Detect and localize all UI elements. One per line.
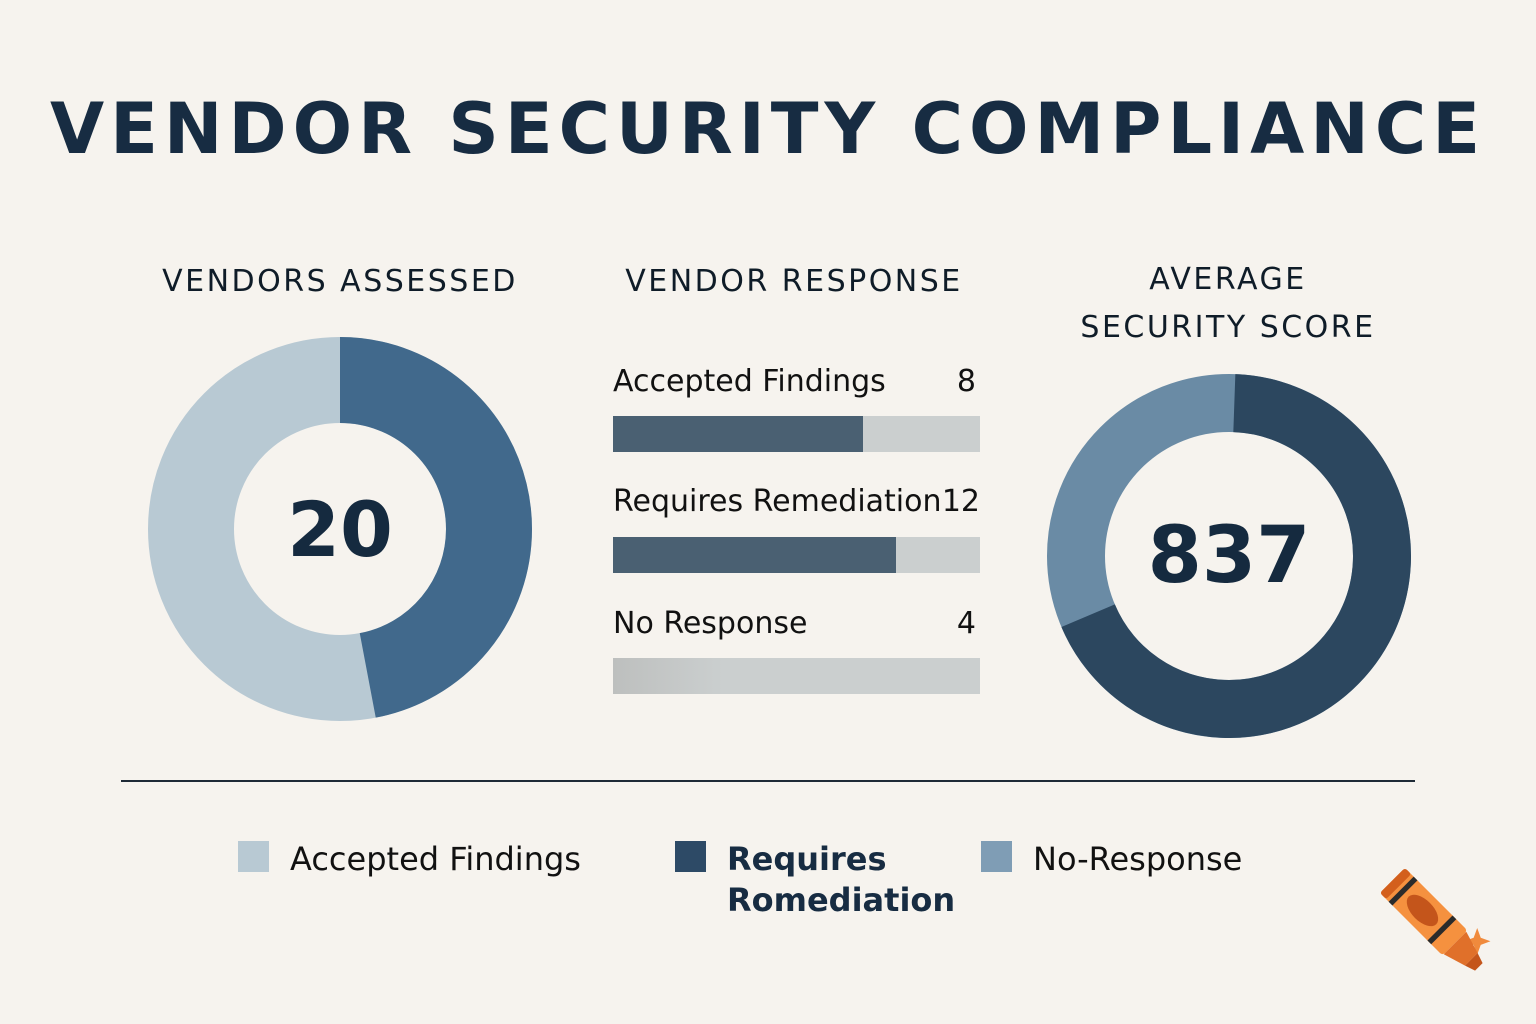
legend-label: Accepted Findings (290, 840, 581, 878)
bar-row-accepted-findings: Accepted Findings 8 (613, 364, 980, 452)
vendor-response-title: VENDOR RESPONSE (625, 264, 963, 299)
vendors-assessed-donut: 20 (147, 334, 533, 724)
average-score-title: AVERAGE SECURITY SCORE (1028, 256, 1428, 352)
bar-fill (613, 416, 863, 452)
bar-fill (613, 658, 980, 694)
divider (121, 780, 1415, 782)
bar-fill (613, 537, 896, 573)
bar-track (613, 416, 980, 452)
legend-item-no-response: No-Response (981, 839, 1242, 880)
legend-swatch (238, 841, 269, 872)
crayon-icon (1378, 866, 1502, 994)
bar-label: Requires Remediation (613, 484, 942, 519)
donut-segment-dark (148, 337, 532, 721)
bar-row-no-response: No Response 4 (613, 606, 980, 694)
bar-value: 12 (941, 484, 980, 519)
vendors-assessed-value: 20 (287, 484, 393, 574)
average-score-donut: 837 (1045, 374, 1413, 738)
legend-label: Requires Romediation (727, 840, 956, 919)
bar-track (613, 537, 980, 573)
bar-label: No Response (613, 606, 808, 641)
legend-swatch (981, 841, 1012, 872)
bar-row-requires-remediation: Requires Remediation 12 (613, 484, 980, 573)
average-score-value: 837 (1147, 511, 1311, 601)
legend-item-accepted-findings: Accepted Findings (238, 839, 581, 880)
vendors-assessed-title: VENDORS ASSESSED (162, 264, 518, 299)
legend-label: No-Response (1033, 840, 1243, 878)
average-score-title-line2: SECURITY SCORE (1080, 310, 1376, 345)
bar-value: 8 (956, 364, 976, 399)
average-score-title-line1: AVERAGE (1149, 262, 1307, 297)
legend-swatch (675, 841, 706, 872)
legend-item-requires-remediation: Requires Romediation (675, 839, 956, 921)
bar-label: Accepted Findings (613, 364, 886, 399)
page-title: VENDOR SECURITY COMPLIANCE (49, 88, 1487, 170)
bar-track (613, 658, 980, 694)
bar-value: 4 (956, 606, 976, 641)
